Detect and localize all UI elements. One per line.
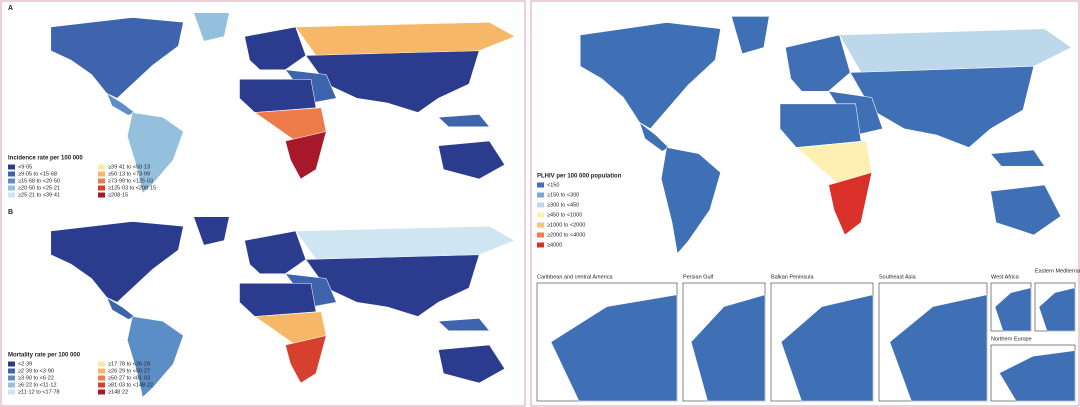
legend-swatch (537, 222, 544, 228)
panel-frame (530, 0, 1080, 407)
legend-swatch (98, 192, 105, 198)
inset-title: Persian Gulf (683, 274, 714, 280)
map-c (579, 15, 1072, 255)
legend-label: ≥148·22 (108, 389, 128, 395)
panel-frame (0, 0, 526, 407)
legend-swatch (537, 182, 544, 188)
legend-swatch (98, 164, 105, 170)
legend-swatch (8, 171, 15, 177)
legend-label: ≥15·68 to <20·50 (18, 178, 60, 184)
legend-swatch (98, 178, 105, 184)
inset-title: Eastern Mediterranean (1035, 268, 1080, 274)
legend-label: ≥26·29 to <50·27 (108, 368, 150, 374)
legend-title: Mortality rate per 100 000 (8, 353, 81, 359)
legend-swatch (8, 192, 15, 198)
inset-title: Southeast Asia (879, 274, 917, 280)
legend-label: ≥50·13 to <73·99 (108, 171, 150, 177)
legend-swatch (98, 375, 105, 381)
legend-swatch (8, 368, 15, 374)
legend-swatch (98, 361, 105, 367)
legend-swatch (537, 242, 544, 248)
legend-label: <9·05 (18, 164, 32, 170)
inset-land (999, 350, 1076, 402)
legend-swatch (98, 171, 105, 177)
legend-swatch (98, 389, 105, 395)
legend-swatch (537, 212, 544, 218)
inset-land (994, 287, 1032, 332)
legend-label: ≥1000 to <2000 (547, 222, 585, 228)
legend-label: ≥2000 to <4000 (547, 232, 585, 238)
panel-label: B (8, 209, 13, 216)
legend-label: ≥17·78 to <26·29 (108, 361, 150, 367)
legend-label: ≥9·05 to <15·68 (18, 171, 57, 177)
legend-label: ≥4000 (547, 242, 562, 248)
legend-label: ≥39·41 to <50·13 (108, 164, 150, 170)
legend-label: ≥300 to <450 (547, 202, 579, 208)
legend-label: ≥73·99 to <125·03 (108, 178, 153, 184)
legend-swatch (537, 232, 544, 238)
legend-label: ≥50·27 to <81·03 (108, 375, 150, 381)
legend-swatch (537, 202, 544, 208)
legend-label: ≥11·12 to <17·78 (18, 389, 60, 395)
legend-swatch (8, 375, 15, 381)
legend-label: ≥3·90 to <6·22 (18, 375, 54, 381)
legend-label: <150 (547, 182, 559, 188)
inset-land (780, 294, 874, 402)
legend-label: ≥6·22 to <11·12 (18, 382, 57, 388)
legend-label: ≥125·03 to <208·15 (108, 185, 156, 191)
legend-swatch (8, 382, 15, 388)
legend-label: ≥2·39 to <3·90 (18, 368, 54, 374)
legend-title: PLHIV per 100 000 population (537, 174, 622, 180)
panel-label: A (8, 5, 13, 12)
legend-swatch (98, 382, 105, 388)
legend-swatch (98, 368, 105, 374)
inset-land (550, 294, 678, 402)
legend-swatch (8, 178, 15, 184)
legend-swatch (8, 164, 15, 170)
inset-land (1038, 287, 1076, 332)
legend-label: ≥25·21 to <39·41 (18, 192, 60, 198)
legend-swatch (8, 361, 15, 367)
legend-swatch (8, 185, 15, 191)
legend-label: ≥150 to <300 (547, 192, 579, 198)
inset-title: Balkan Peninsula (771, 274, 814, 280)
inset-land (690, 294, 766, 402)
inset-land (889, 294, 988, 402)
legend-swatch (537, 192, 544, 198)
legend-swatch (98, 185, 105, 191)
legend-label: ≥208·15 (108, 192, 128, 198)
legend-title: Incidence rate per 100 000 (8, 156, 83, 162)
legend-label: <2·39 (18, 361, 32, 367)
legend-swatch (8, 389, 15, 395)
inset-title: Northern Europe (991, 336, 1032, 342)
legend-label: ≥450 to <1000 (547, 212, 582, 218)
legend-label: ≥20·50 to <25·21 (18, 185, 60, 191)
legend-label: ≥81·03 to <148·22 (108, 382, 153, 388)
inset-title: West Africa (991, 274, 1020, 280)
inset-title: Caribbean and central America (537, 274, 613, 280)
